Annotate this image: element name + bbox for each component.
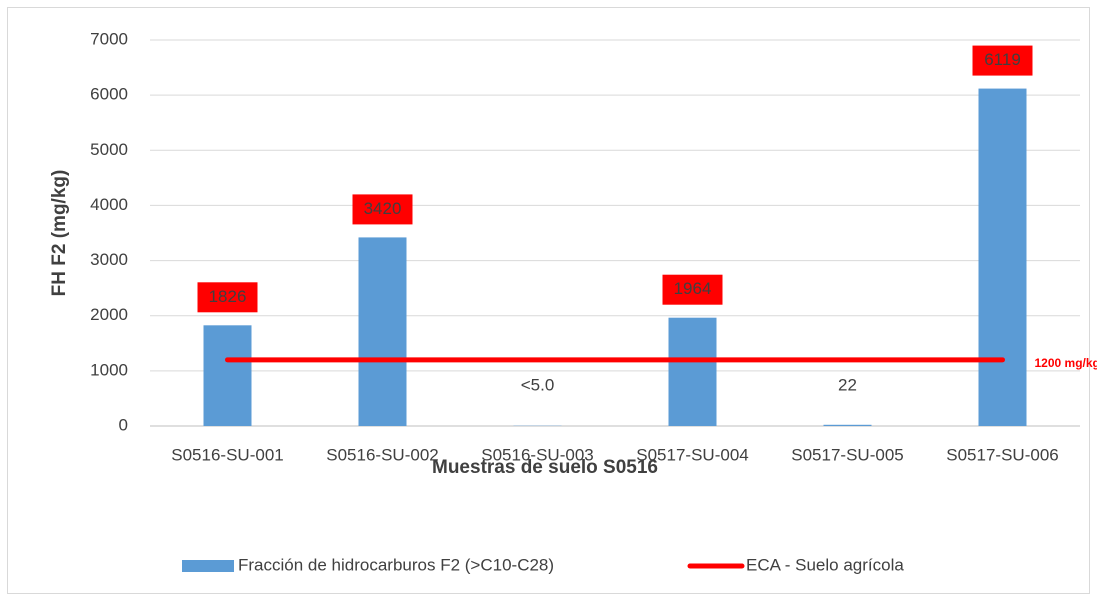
y-tick-label: 4000: [90, 195, 128, 214]
x-tick-label: S0516-SU-002: [326, 445, 438, 464]
y-axis-label: FH F2 (mg/kg): [49, 170, 70, 297]
y-tick-label: 7000: [90, 29, 128, 48]
y-tick-label: 1000: [90, 360, 128, 379]
value-label: <5.0: [521, 375, 555, 394]
bar: [823, 424, 872, 426]
y-tick-label: 5000: [90, 140, 128, 159]
x-tick-label: S0516-SU-003: [481, 445, 593, 464]
chart-frame: [7, 7, 1090, 594]
bar: [358, 237, 407, 426]
value-label-box: [197, 282, 258, 313]
value-label: 22: [838, 375, 857, 394]
value-label: 6119: [984, 50, 1021, 69]
y-tick-label: 3000: [90, 250, 128, 269]
x-tick-label: S0517-SU-004: [636, 445, 748, 464]
bar: [978, 88, 1027, 426]
line-annotation: 1200 mg/kg: [1035, 356, 1097, 370]
legend-swatch: [182, 560, 234, 572]
value-label: 3420: [364, 199, 402, 218]
bar: [668, 317, 717, 426]
y-tick-label: 2000: [90, 305, 128, 324]
y-tick-label: 6000: [90, 85, 128, 104]
value-label: 1826: [209, 287, 247, 306]
value-label-box: [662, 274, 723, 305]
y-tick-label: 0: [119, 415, 128, 434]
value-label-box: [352, 194, 413, 225]
value-label: 1964: [674, 279, 712, 298]
bar: [203, 325, 252, 426]
value-label-box: [972, 45, 1033, 76]
x-tick-label: S0517-SU-005: [791, 445, 903, 464]
legend-label: ECA - Suelo agrícola: [746, 555, 904, 574]
x-axis-label: Muestras de suelo S0516: [432, 457, 658, 478]
x-tick-label: S0516-SU-001: [171, 445, 283, 464]
x-tick-label: S0517-SU-006: [946, 445, 1058, 464]
legend-label: Fracción de hidrocarburos F2 (>C10-C28): [238, 555, 554, 574]
